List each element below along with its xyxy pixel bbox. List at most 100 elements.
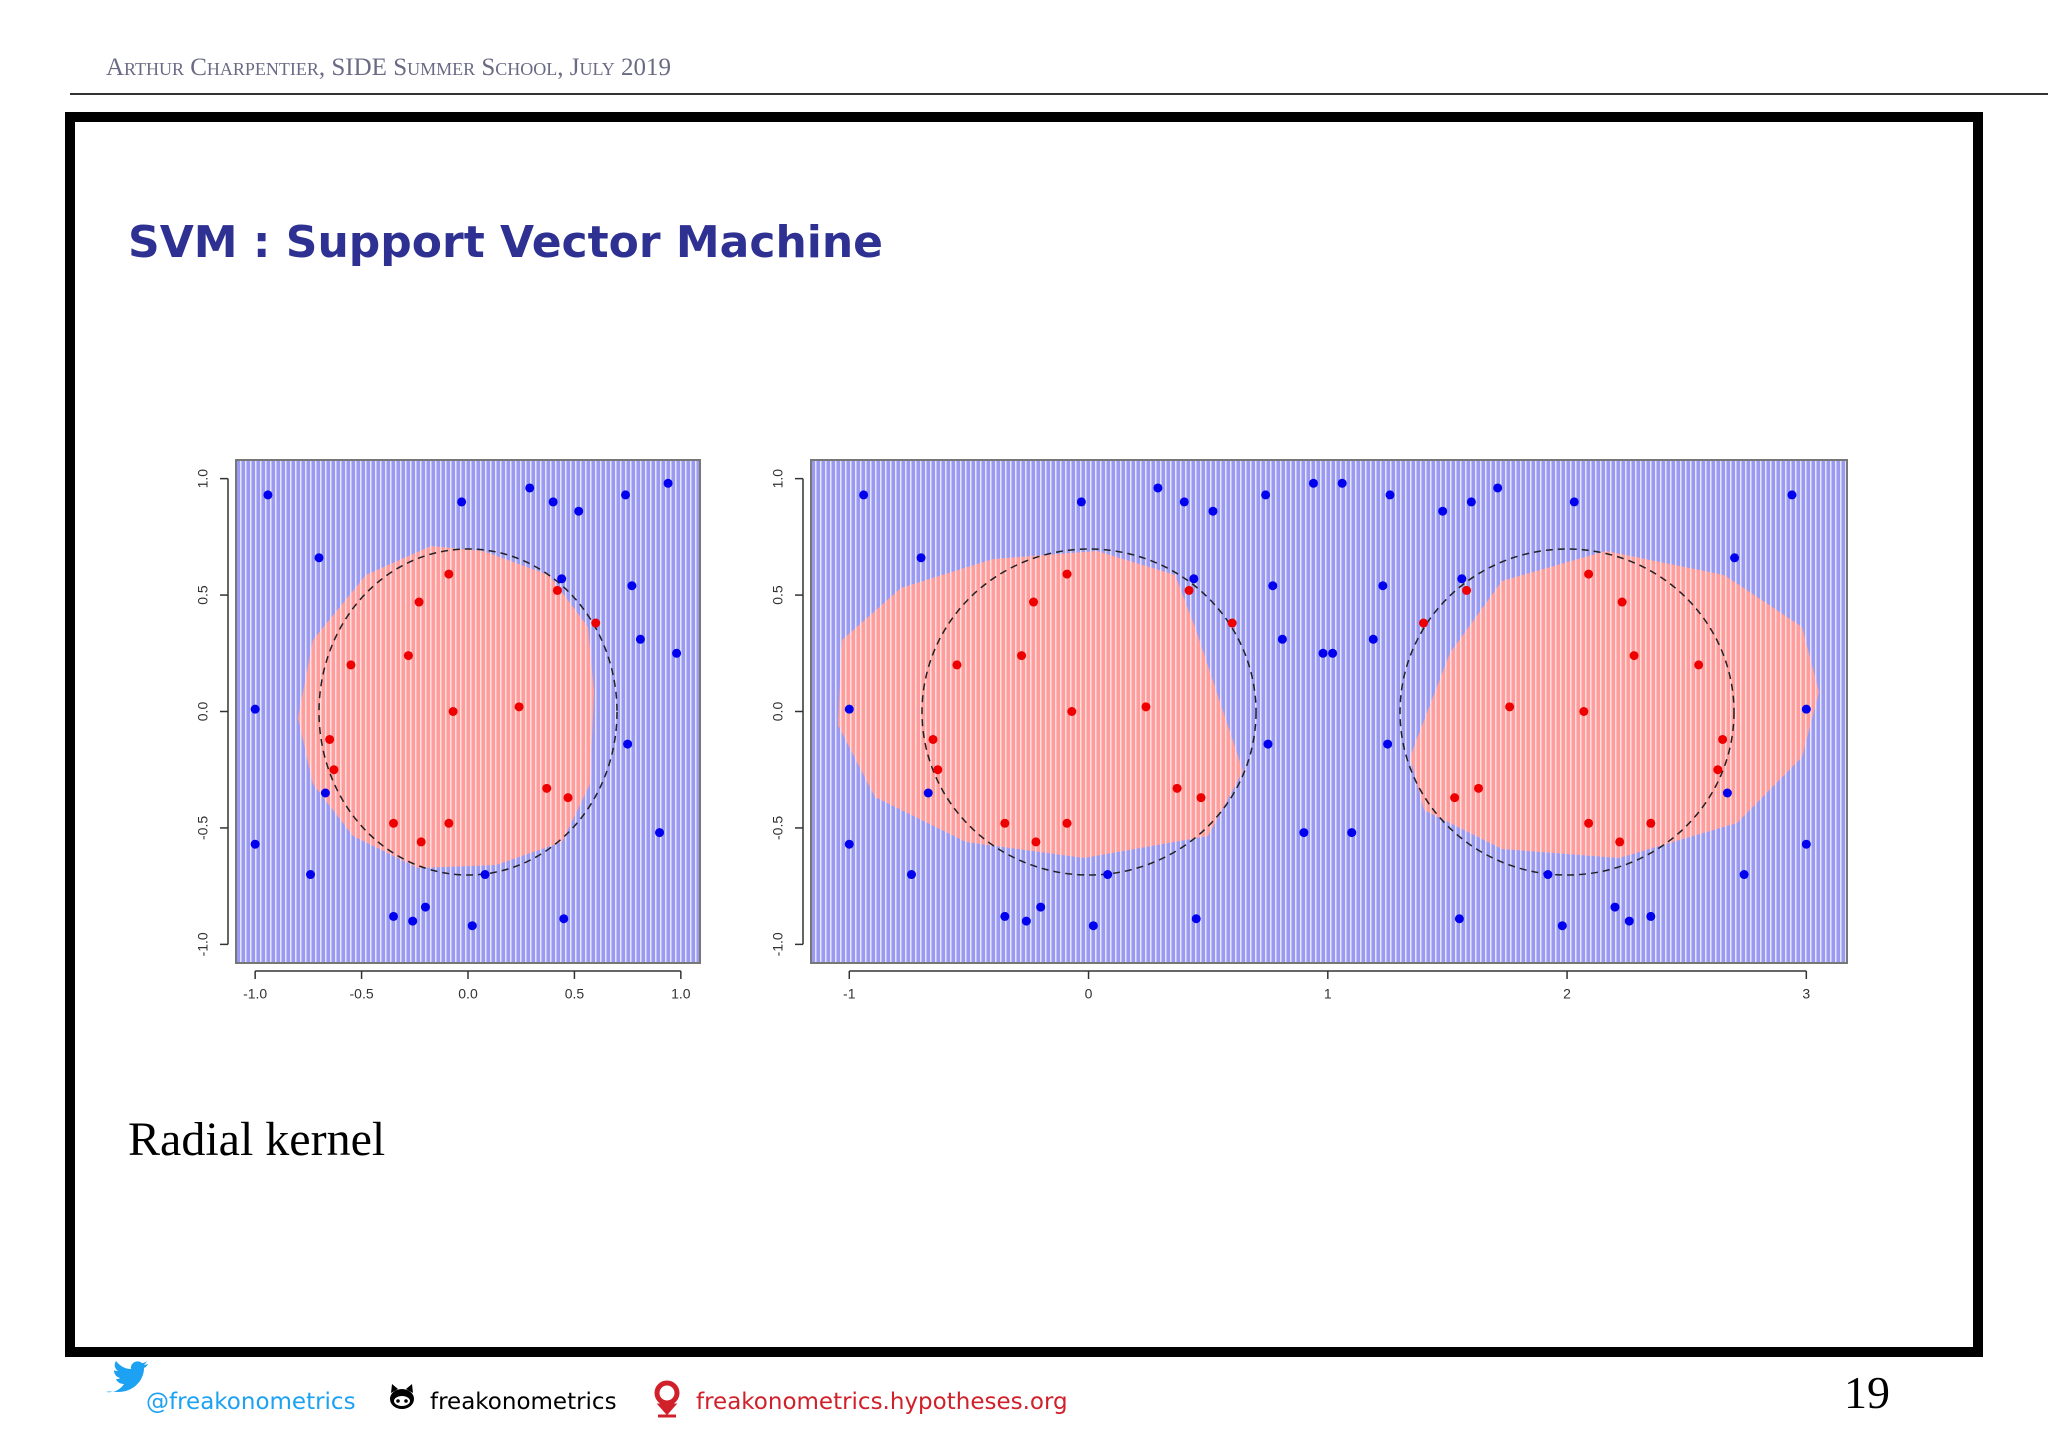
point bbox=[1646, 818, 1656, 828]
point bbox=[1103, 870, 1113, 880]
point bbox=[416, 837, 426, 847]
point bbox=[389, 818, 399, 828]
point bbox=[1268, 581, 1278, 591]
point bbox=[563, 793, 573, 803]
point bbox=[420, 902, 430, 912]
point bbox=[621, 490, 631, 500]
point bbox=[320, 788, 330, 798]
point bbox=[1624, 916, 1634, 926]
plot-border bbox=[810, 459, 1848, 964]
point bbox=[329, 765, 339, 775]
point bbox=[314, 553, 324, 563]
point bbox=[1646, 911, 1656, 921]
point bbox=[923, 788, 933, 798]
point bbox=[1617, 597, 1627, 607]
point bbox=[1385, 490, 1395, 500]
point bbox=[1579, 707, 1589, 716]
point bbox=[250, 839, 260, 849]
point bbox=[844, 839, 854, 849]
point bbox=[627, 581, 637, 591]
true-boundary bbox=[1399, 548, 1735, 876]
x-tick-label: 1 bbox=[1324, 986, 1332, 1002]
point bbox=[1584, 818, 1594, 828]
blog-icon bbox=[654, 1380, 680, 1418]
point bbox=[1189, 574, 1199, 584]
point bbox=[1493, 483, 1503, 493]
point bbox=[1466, 497, 1476, 507]
y-tick-label: 0.0 bbox=[770, 702, 786, 722]
point bbox=[1718, 734, 1728, 744]
twitter-icon bbox=[106, 1361, 148, 1393]
region-red bbox=[838, 551, 1243, 858]
point bbox=[408, 916, 418, 926]
point bbox=[1021, 916, 1031, 926]
x-tick-label: -0.5 bbox=[350, 986, 374, 1002]
point bbox=[403, 651, 413, 661]
x-tick-label: 0 bbox=[1085, 986, 1093, 1002]
plot-border bbox=[235, 459, 701, 964]
point bbox=[457, 497, 467, 507]
point bbox=[859, 490, 869, 500]
point bbox=[305, 870, 315, 880]
point bbox=[1462, 585, 1472, 595]
point bbox=[1787, 490, 1797, 500]
point bbox=[1196, 793, 1206, 803]
point bbox=[1694, 660, 1704, 670]
point bbox=[1318, 648, 1328, 658]
point bbox=[1328, 648, 1338, 658]
page-number: 19 bbox=[1844, 1367, 1890, 1418]
point bbox=[525, 483, 535, 493]
point bbox=[1474, 783, 1484, 793]
point bbox=[623, 739, 633, 749]
point bbox=[1730, 553, 1740, 563]
github-icon bbox=[390, 1384, 414, 1409]
point bbox=[1062, 569, 1072, 579]
point bbox=[414, 597, 424, 607]
point bbox=[389, 911, 399, 921]
point bbox=[1141, 702, 1151, 712]
point bbox=[1308, 478, 1318, 488]
point bbox=[1454, 914, 1464, 924]
point bbox=[1261, 490, 1271, 500]
slide-title: SVM : Support Vector Machine bbox=[128, 217, 883, 268]
point bbox=[1722, 788, 1732, 798]
point bbox=[346, 660, 356, 670]
true-boundary bbox=[318, 548, 618, 876]
point bbox=[263, 490, 273, 500]
point bbox=[672, 648, 682, 658]
point bbox=[542, 783, 552, 793]
point bbox=[559, 914, 569, 924]
y-tick-label: 0.0 bbox=[195, 702, 211, 722]
region-red bbox=[1410, 551, 1819, 858]
point bbox=[1543, 870, 1553, 880]
point bbox=[1629, 651, 1639, 661]
point bbox=[1062, 818, 1072, 828]
point bbox=[552, 585, 562, 595]
point bbox=[1153, 483, 1163, 493]
point bbox=[1801, 704, 1811, 714]
point bbox=[1584, 569, 1594, 579]
point bbox=[1615, 837, 1625, 847]
twitter-link[interactable]: @freakonometrics bbox=[146, 1389, 356, 1415]
point bbox=[1557, 921, 1567, 931]
point bbox=[1378, 581, 1388, 591]
point bbox=[444, 818, 454, 828]
point bbox=[514, 702, 524, 712]
github-link[interactable]: freakonometrics bbox=[430, 1389, 617, 1415]
plot-right: -1 0 1 2 3 -1.0 -0.5 0.0 0.5 1.0 bbox=[770, 459, 1848, 1002]
point bbox=[557, 574, 567, 584]
region-red bbox=[298, 546, 594, 868]
point bbox=[1337, 478, 1347, 488]
point bbox=[1450, 793, 1460, 803]
point bbox=[1299, 828, 1309, 838]
point bbox=[844, 704, 854, 714]
blog-link[interactable]: freakonometrics.hypotheses.org bbox=[696, 1389, 1068, 1415]
x-tick-label: 2 bbox=[1563, 986, 1571, 1002]
caption: Radial kernel bbox=[128, 1113, 385, 1166]
x-tick-label: 0.0 bbox=[458, 986, 478, 1002]
point bbox=[1713, 765, 1723, 775]
point bbox=[1457, 574, 1467, 584]
point bbox=[928, 734, 938, 744]
point bbox=[574, 506, 584, 516]
